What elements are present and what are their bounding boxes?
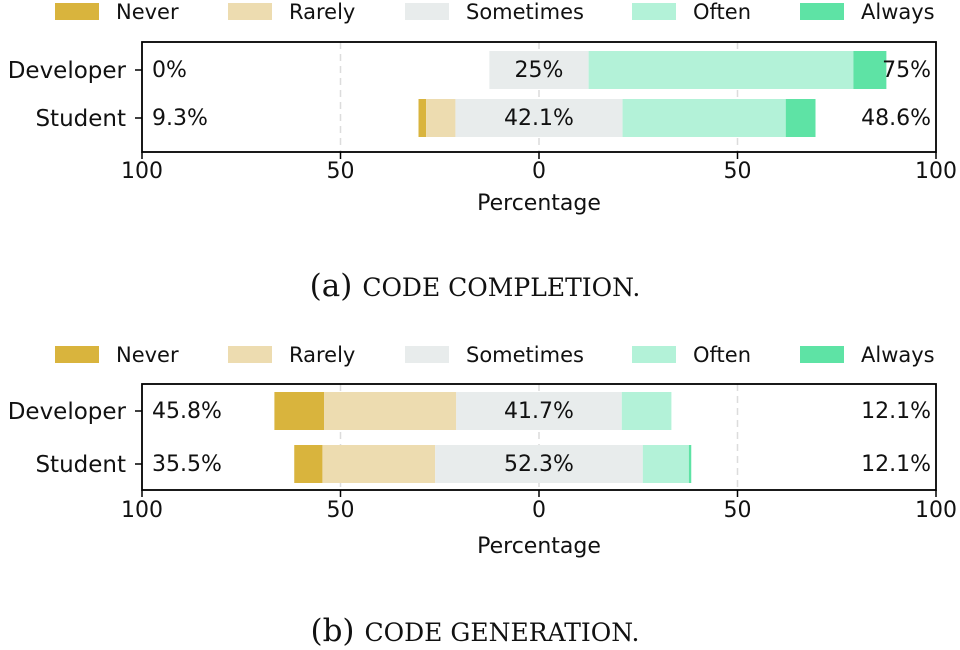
legend: Never Rarely Sometimes Often Always [55,343,935,367]
x-tick-label: 50 [327,498,355,523]
x-tick-label: 100 [121,498,163,523]
legend-swatch-sometimes [405,346,449,363]
legend-swatch-sometimes [405,3,449,20]
legend-label-often: Often [693,0,751,24]
bar-student-always [785,99,816,137]
caption-label: (b) [310,613,354,649]
annotation-neutral: 25% [515,58,564,83]
legend-label-rarely: Rarely [289,0,355,24]
annotation-negative: 9.3% [152,106,208,131]
legend-label-always: Always [861,343,935,367]
annotation-neutral: 42.1% [504,106,574,131]
bar-student-never [418,99,427,137]
bar-developer-sometimes [489,51,589,89]
chart-panel-a: Never Rarely Sometimes Often Always Developer… [8,0,957,304]
panel-caption: (b) CODE GENERATION. [310,613,639,649]
annotation-neutral: 52.3% [504,452,574,477]
category-label: Developer [8,58,127,84]
x-tick-label: 50 [724,159,752,184]
x-tick-label: 100 [915,159,957,184]
legend-label-sometimes: Sometimes [466,343,584,367]
panel-caption: (a) CODE COMPLETION. [310,268,641,304]
legend-label-always: Always [861,0,935,24]
bar-developer-often [588,51,854,89]
bar-developer-sometimes [456,392,622,430]
legend-swatch-always [800,3,844,20]
legend-swatch-often [632,3,676,20]
legend-label-sometimes: Sometimes [466,0,584,24]
legend-swatch-never [55,346,99,363]
legend: Never Rarely Sometimes Often Always [55,0,935,24]
bar-student-rarely [322,445,436,483]
annotation-negative: 35.5% [152,452,222,477]
bar-student-sometimes [455,99,623,137]
legend-label-often: Often [693,343,751,367]
bar-student-rarely [426,99,456,137]
legend-swatch-rarely [228,346,272,363]
bar-developer-always [853,51,887,89]
annotation-negative: 0% [152,58,187,83]
legend-swatch-always [800,346,844,363]
bar-developer-never [274,392,325,430]
annotation-neutral: 41.7% [504,399,574,424]
bar-student-never [294,445,323,483]
category-label: Developer [8,399,127,425]
x-tick-label: 50 [327,159,355,184]
x-axis-label: Percentage [477,191,601,216]
caption-text: CODE GENERATION. [365,618,640,647]
x-tick-label: 0 [532,498,546,523]
caption-text: CODE COMPLETION. [362,273,640,302]
bar-student-always [688,445,692,483]
chart-panel-b: Never Rarely Sometimes Often Always Developer… [8,343,957,649]
legend-swatch-often [632,346,676,363]
x-tick-label: 0 [532,159,546,184]
annotation-positive: 12.1% [861,399,931,424]
annotation-positive: 75% [882,58,931,83]
bar-developer-rarely [324,392,457,430]
x-axis-label: Percentage [477,534,601,559]
legend-label-never: Never [116,0,179,24]
x-tick-label: 100 [121,159,163,184]
bar-student-often [622,99,786,137]
category-label: Student [35,106,126,132]
annotation-negative: 45.8% [152,399,222,424]
legend-swatch-rarely [228,3,272,20]
legend-swatch-never [55,3,99,20]
legend-label-rarely: Rarely [289,343,355,367]
x-tick-label: 50 [724,498,752,523]
x-tick-label: 100 [915,498,957,523]
bar-developer-often [621,392,672,430]
legend-label-never: Never [116,343,179,367]
category-label: Student [35,452,126,478]
annotation-positive: 48.6% [861,106,931,131]
annotation-positive: 12.1% [861,452,931,477]
bar-student-often [642,445,689,483]
bar-student-sometimes [435,445,643,483]
caption-label: (a) [310,268,353,304]
